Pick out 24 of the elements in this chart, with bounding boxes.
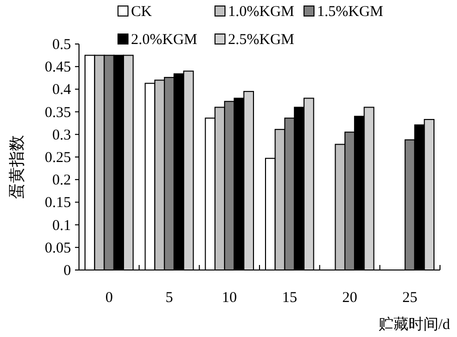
x-tick-label: 10 <box>222 290 237 306</box>
x-tick-label: 5 <box>166 290 173 306</box>
y-tick-label: 0.3 <box>52 127 71 144</box>
y-tick-label: 0 <box>64 263 71 279</box>
y-tick-label: 0.15 <box>44 195 71 212</box>
y-tick-label: 0.1 <box>52 218 71 234</box>
legend-label: 2.5%KGM <box>228 32 294 48</box>
legend-label: 2.0%KGM <box>131 32 198 48</box>
legend-label: 1.5%KGM <box>317 4 384 20</box>
y-tick-label: 0.35 <box>44 104 71 121</box>
x-tick-label: 0 <box>105 290 113 306</box>
legend-label: 1.0%KGM <box>228 4 294 20</box>
x-tick-label: 20 <box>342 290 358 306</box>
y-tick-label: 0.05 <box>44 240 71 256</box>
y-tick-label: 0.45 <box>44 60 71 76</box>
y-tick-label: 0.4 <box>52 82 72 98</box>
y-tick-label: 0.5 <box>52 37 71 53</box>
x-tick-label: 25 <box>402 290 418 306</box>
y-tick-label: 0.2 <box>52 172 71 189</box>
x-tick-label: 15 <box>282 290 298 306</box>
x-axis-title: 贮藏时间/d <box>378 316 450 333</box>
legend-label: CK <box>131 4 152 20</box>
y-tick-label: 0.25 <box>44 150 71 166</box>
y-axis-title: 蛋黄指数 <box>8 135 26 199</box>
